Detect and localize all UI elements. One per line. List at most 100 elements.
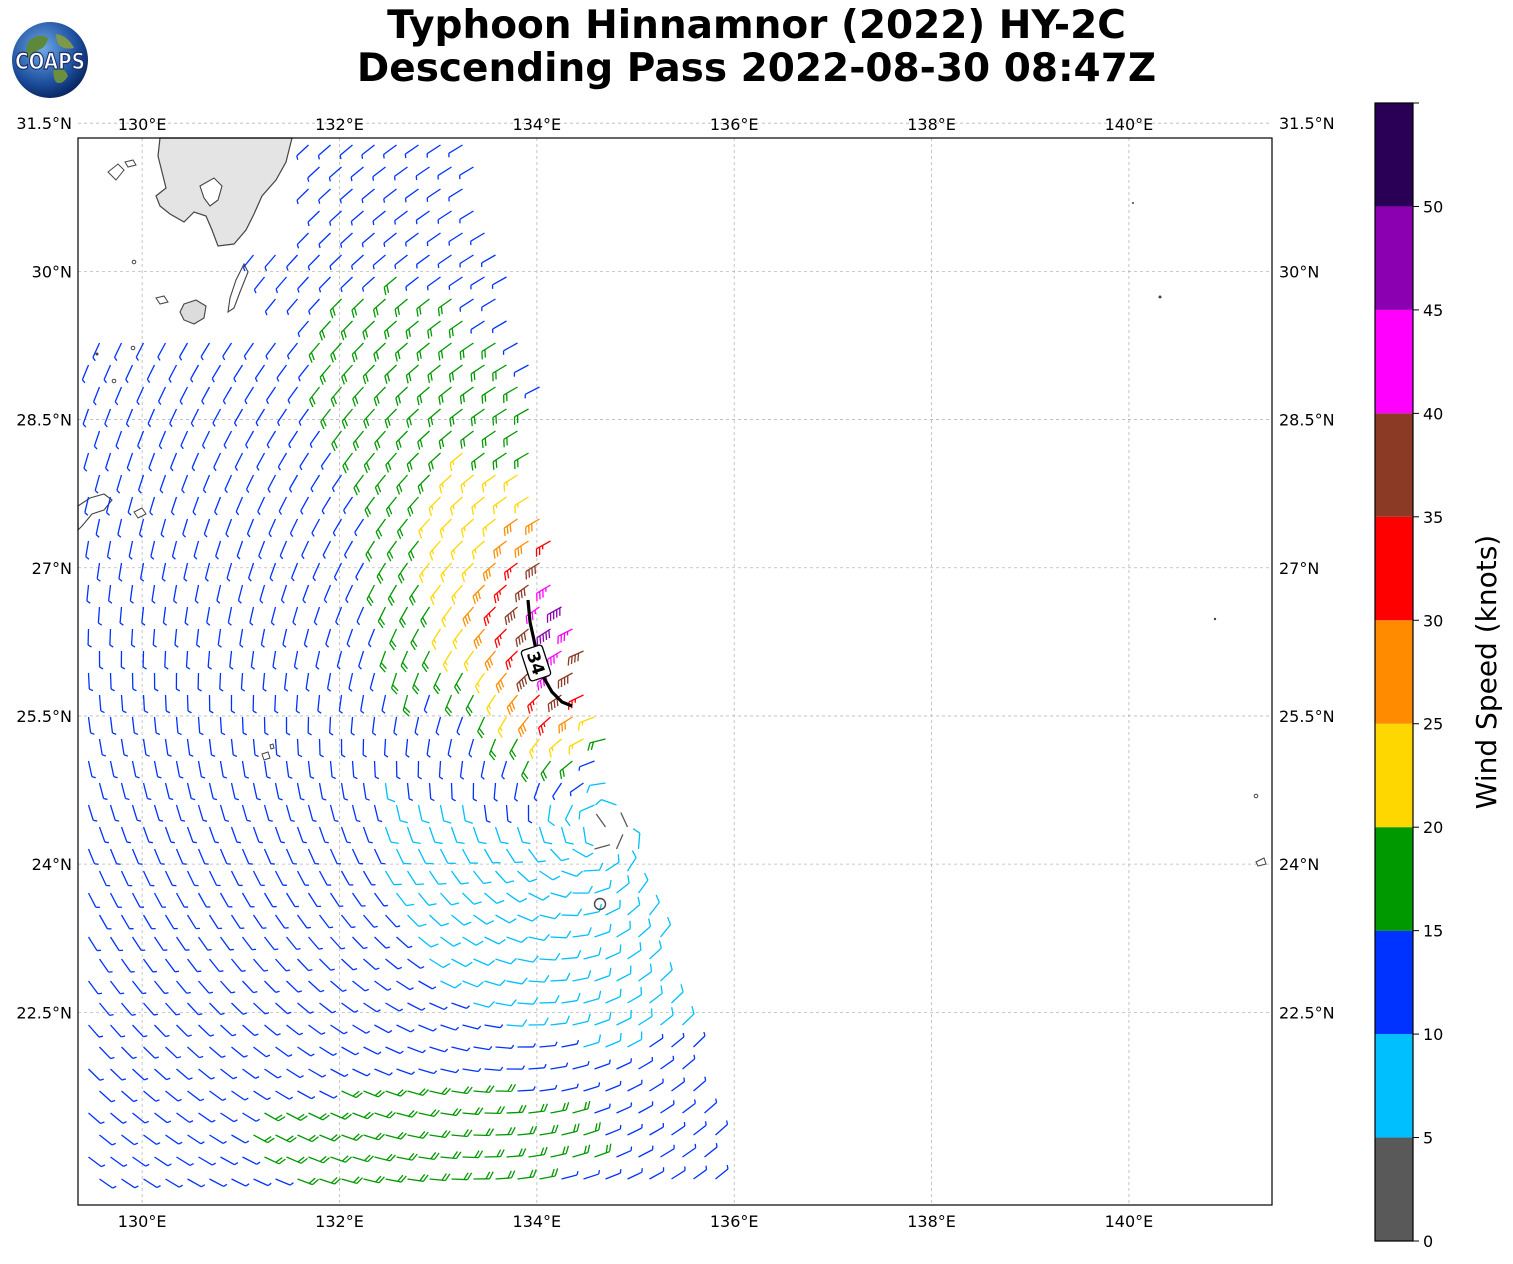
wind-barb-feather [259, 599, 264, 604]
wind-barb-staff [235, 496, 244, 512]
colorbar-tick-label: 25 [1423, 715, 1443, 734]
wind-barb-feather [329, 732, 334, 736]
wind-barb-feather [330, 968, 335, 971]
wind-barb-staff [533, 782, 541, 799]
wind-barb-staff [429, 1090, 446, 1096]
wind-barb [417, 430, 430, 450]
wind-barb-feather [396, 776, 401, 780]
wind-barb [416, 342, 430, 362]
wind-barb [481, 298, 496, 312]
wind-barb-staff [296, 870, 306, 886]
wind-barb-staff [583, 869, 600, 872]
wind-barb-staff [506, 1024, 523, 1027]
wind-barb [539, 1168, 559, 1180]
wind-barb-staff [649, 1037, 664, 1048]
wind-barb [379, 650, 387, 673]
wind-barb-staff [340, 232, 353, 245]
wind-barb-feather [225, 533, 230, 538]
wind-barb [275, 1002, 292, 1015]
wind-barb [502, 342, 518, 355]
wind-barb-staff [318, 826, 326, 843]
wind-barb-staff [528, 1154, 545, 1158]
wind-barb [203, 518, 211, 538]
wind-barb [451, 1046, 471, 1052]
wind-barb [98, 650, 104, 670]
wind-barb-feather [245, 444, 249, 449]
wind-barb-staff [301, 540, 310, 556]
wind-barb-feather [104, 423, 108, 428]
wind-barb [151, 584, 156, 604]
wind-barb [517, 1086, 536, 1092]
wind-barb-feather [111, 1099, 116, 1103]
wind-barb-feather [366, 506, 372, 515]
wind-barb-feather [444, 1173, 451, 1181]
colorbar-bin-7 [1375, 413, 1413, 517]
wind-barb [235, 496, 244, 516]
wind-barb-feather [632, 828, 641, 834]
wind-barb [385, 452, 397, 473]
wind-barb-feather [649, 963, 653, 972]
wind-barb [384, 870, 402, 886]
wind-barb-feather [512, 610, 516, 619]
wind-barb-feather [308, 310, 311, 315]
wind-barb-feather [199, 1055, 204, 1059]
wind-barb-staff [616, 1061, 632, 1070]
wind-barb-feather [300, 510, 304, 515]
wind-barb-staff [220, 1156, 235, 1166]
wind-barb [437, 166, 452, 180]
wind-barb-feather [362, 376, 367, 385]
wind-barb-feather [715, 1143, 718, 1148]
wind-barb-feather [209, 1034, 215, 1037]
wind-barb-feather [355, 576, 359, 581]
wind-barb [183, 562, 189, 582]
wind-barb-feather [329, 926, 334, 929]
wind-barb-staff [396, 1156, 413, 1161]
wind-barb-feather [648, 918, 652, 927]
wind-barb-feather [441, 1173, 447, 1181]
wind-barb-feather [509, 523, 512, 533]
wind-barb [175, 672, 181, 692]
wind-barb-staff [473, 914, 487, 925]
wind-barb-staff [373, 298, 386, 311]
wind-barb-staff [318, 276, 331, 289]
wind-barb-feather [158, 401, 162, 406]
wind-barb [395, 848, 412, 865]
wind-barb [175, 716, 182, 736]
wind-barb [583, 947, 602, 960]
wind-barb-feather [99, 666, 104, 670]
wind-barb-feather [160, 533, 165, 538]
wind-barb-feather [361, 154, 364, 159]
wind-barb-staff [175, 892, 185, 908]
lon-tick-bottom: 134°E [513, 1212, 562, 1231]
wind-barb-feather [325, 643, 330, 648]
wind-barb-feather [202, 819, 208, 822]
wind-barb-feather [215, 555, 219, 560]
wind-barb-feather [287, 399, 291, 404]
wind-barb-staff [319, 1046, 334, 1056]
wind-barb-feather [440, 306, 443, 315]
wind-barb-staff [484, 650, 496, 664]
wind-barb-staff [119, 606, 123, 623]
wind-barb-staff [299, 452, 310, 467]
wind-barb-staff [400, 650, 409, 666]
wind-barb [307, 210, 320, 227]
wind-barb-feather [431, 505, 434, 510]
wind-barb [395, 760, 401, 780]
wind-barb-feather [444, 661, 448, 666]
wind-barb-staff [649, 992, 663, 1004]
wind-barb-staff [98, 870, 107, 886]
wind-barb-staff [374, 1068, 390, 1076]
wind-barb-staff [341, 958, 354, 971]
wind-barb [400, 650, 409, 673]
wind-barb-staff [503, 430, 518, 440]
wind-barb [369, 672, 376, 692]
wind-barb [594, 844, 611, 850]
wind-barb [340, 232, 353, 248]
wind-barb-staff [120, 782, 127, 799]
wind-barb-feather [430, 943, 439, 948]
wind-barb-staff [506, 892, 521, 903]
wind-barb-feather [147, 423, 152, 428]
wind-barb-feather [387, 598, 393, 606]
wind-barb-feather [561, 858, 570, 862]
wind-barb [586, 782, 606, 794]
